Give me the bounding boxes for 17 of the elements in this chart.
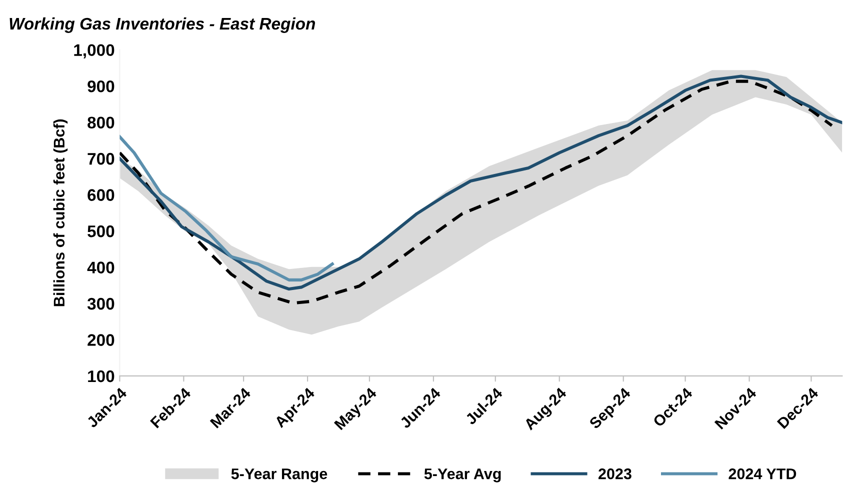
y-tick-label: 500 [88,225,114,238]
y-tick-label: 800 [88,116,114,128]
y-tick-label: 300 [87,298,114,310]
line-series [120,135,334,282]
chart-title: Working Gas Inventories - East Region [10,17,316,33]
y-tick-label: 900 [88,80,114,92]
y-tick-label: 600 [88,189,114,201]
y-tick-label: 400 [87,262,114,274]
legend-label: 5-Year Avg [424,468,501,482]
legend-label: 5-Year Range [231,468,328,482]
legend-label: 2023 [598,468,632,480]
y-tick-label: 700 [88,152,114,165]
y-tick-label: 200 [88,334,114,346]
y-axis-title: Billions of cubic feet (Bcf) [53,119,68,306]
legend-label: 2024 YTD [728,468,796,480]
y-tick-label: 1,000 [74,44,114,58]
y-tick-label: 100 [88,370,114,382]
